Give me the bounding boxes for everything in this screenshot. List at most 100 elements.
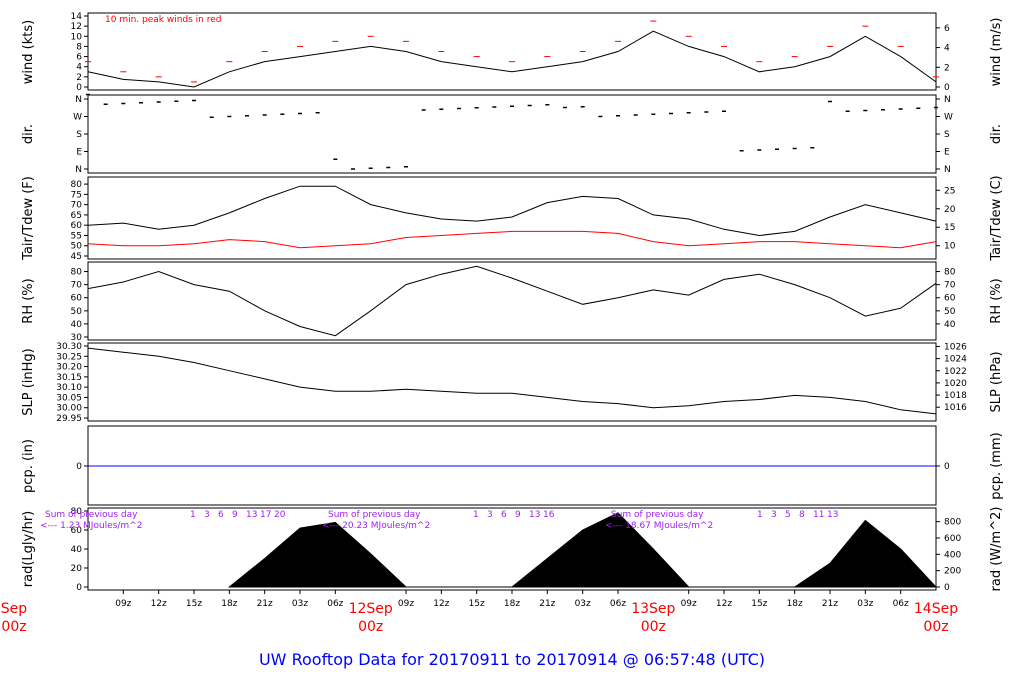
wind-left-tick-label: 2: [76, 73, 82, 83]
wind-line: [87, 30, 937, 88]
temp-left-tick-label: 45: [71, 252, 82, 262]
wind-left-tick-label: 4: [76, 63, 82, 73]
rh-left-tick-label: 40: [71, 320, 83, 330]
pcp-left-tick-label: 0: [76, 462, 82, 472]
data-series: [85, 20, 939, 588]
rad-hour-mark: 9: [232, 510, 238, 520]
date-hour-label: 00z: [358, 619, 383, 635]
x-tick-label: 06z: [893, 599, 909, 609]
rh-left-tick-label: 70: [71, 281, 83, 291]
rh-right-tick-label: 70: [944, 281, 956, 291]
date-hour-label: 00z: [1, 619, 26, 635]
rad-right-label: rad (W/m^2): [989, 507, 1004, 592]
rad-hour-mark: 16: [543, 510, 555, 520]
tair-line: [87, 185, 937, 237]
slp-left-tick-label: 30.00: [56, 404, 82, 414]
slp-right-label: SLP (hPa): [989, 351, 1004, 412]
rh-left-tick-label: 80: [71, 268, 83, 278]
wind-right-tick-label: 2: [944, 63, 950, 73]
rad-left-tick-label: 20: [71, 564, 83, 574]
slp-left-tick-label: 30.25: [56, 352, 82, 362]
temp-left-tick-label: 60: [71, 221, 83, 231]
rad-hour-mark: 13: [529, 510, 540, 520]
wind-left-label: wind (kts): [21, 20, 36, 84]
dir-right-tick-label: S: [944, 130, 950, 140]
rad-sum-2-line2: <--- 20.23 MJoules/m^2: [322, 521, 430, 531]
rh-left-label: RH (%): [21, 278, 36, 323]
slp-left-tick-label: 30.05: [56, 393, 82, 403]
x-tick-label: 21z: [257, 599, 273, 609]
x-tick-label: 18z: [787, 599, 803, 609]
wind-right-tick-label: 0: [944, 83, 950, 93]
rh-line: [87, 265, 937, 337]
slp-left-tick-label: 30.15: [56, 373, 82, 383]
x-tick-label: 09z: [115, 599, 131, 609]
date-hour-label: 00z: [923, 619, 948, 635]
axis-ticks: 0246810121402464550556065707580101520253…: [56, 12, 967, 593]
temp-left-tick-label: 75: [71, 190, 82, 200]
rh-panel-frame: [87, 261, 937, 341]
dir-right-label: dir.: [989, 124, 1004, 144]
temp-left-tick-label: 55: [71, 231, 82, 241]
rh-right-tick-label: 60: [944, 294, 956, 304]
rh-right-tick-label: 50: [944, 307, 956, 317]
slp-left-tick-label: 30.10: [56, 383, 82, 393]
rad-right-tick-label: 200: [944, 567, 961, 577]
rad-area: [227, 512, 938, 588]
x-tick-label: 03z: [292, 599, 308, 609]
rad-hour-mark: 6: [218, 510, 224, 520]
wind-right-label: wind (m/s): [989, 18, 1004, 87]
temp-left-tick-label: 65: [71, 211, 82, 221]
rad-hour-mark: 17: [260, 510, 271, 520]
pcp-right-tick-label: 0: [944, 462, 950, 472]
rh-right-tick-label: 80: [944, 268, 956, 278]
x-tick-label: 15z: [469, 599, 485, 609]
temp-right-tick-label: 10: [944, 242, 956, 252]
rh-left-tick-label: 60: [71, 294, 83, 304]
x-tick-label: 18z: [504, 599, 520, 609]
rh-left-tick-label: 50: [71, 307, 83, 317]
rad-hour-mark: 1: [757, 510, 763, 520]
rad-left-tick-label: 0: [76, 583, 82, 593]
x-tick-label: 06z: [610, 599, 626, 609]
slp-panel-frame: [87, 342, 937, 422]
temp-left-tick-label: 70: [71, 201, 83, 211]
rad-right-tick-label: 800: [944, 518, 961, 528]
wind-left-tick-label: 12: [71, 22, 82, 32]
rad-sum-2-line1: Sum of previous day: [328, 510, 421, 520]
rad-right-tick-label: 400: [944, 550, 961, 560]
x-tick-label: 12z: [716, 599, 732, 609]
slp-right-tick-label: 1026: [944, 342, 967, 352]
wind-left-tick-label: 6: [76, 53, 82, 63]
rad-hour-mark: 1: [190, 510, 196, 520]
rad-hour-mark: 13: [827, 510, 838, 520]
wind-left-tick-label: 10: [71, 32, 83, 42]
rh-right-label: RH (%): [989, 278, 1004, 323]
rad-left-tick-label: 40: [71, 545, 83, 555]
date-hour-label: 00z: [641, 619, 666, 635]
x-axis: 09z 12z 15z 18z 21z 03z 06z 09z 12z 15z 18z 21z 03z 0…: [1, 510, 958, 635]
slp-left-tick-label: 29.95: [56, 414, 82, 424]
x-tick-label: 18z: [221, 599, 237, 609]
slp-right-tick-label: 1020: [944, 379, 967, 389]
slp-right-tick-label: 1018: [944, 391, 967, 401]
rad-right-tick-label: 600: [944, 534, 961, 544]
rad-right-tick-label: 0: [944, 583, 950, 593]
wind-panel-frame: [87, 12, 937, 91]
chart-title: UW Rooftop Data for 20170911 to 20170914…: [259, 650, 765, 669]
rad-sum-3-line1: Sum of previous day: [611, 510, 704, 520]
date-day-label: 12Sep: [349, 601, 393, 617]
rad-hour-mark: 20: [274, 510, 286, 520]
temp-right-tick-label: 15: [944, 223, 955, 233]
temp-right-tick-label: 20: [944, 205, 956, 215]
slp-left-tick-label: 30.30: [56, 342, 82, 352]
date-day-label: 13Sep: [631, 601, 675, 617]
dir-right-tick-label: W: [944, 113, 953, 123]
wind-left-tick-label: 14: [71, 12, 83, 22]
rad-left-tick-label: 80: [71, 507, 83, 517]
dir-left-tick-label: S: [76, 130, 82, 140]
x-tick-label: 21z: [822, 599, 838, 609]
rad-hour-mark: 3: [771, 510, 777, 520]
x-tick-label: 15z: [751, 599, 767, 609]
